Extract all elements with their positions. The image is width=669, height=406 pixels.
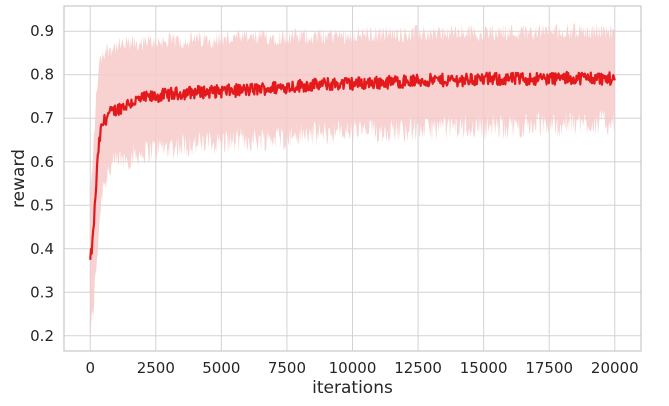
x-tick-label: 17500 [525, 359, 573, 377]
x-tick-label: 7500 [268, 359, 306, 377]
x-tick-label: 20000 [591, 359, 639, 377]
y-tick-label: 0.4 [30, 240, 54, 258]
frame-layer [63, 5, 642, 352]
band-layer [90, 22, 615, 341]
confidence-band [90, 22, 615, 341]
y-tick-label: 0.2 [30, 327, 54, 345]
x-tick-label: 5000 [202, 359, 240, 377]
reward-line [89, 70, 616, 260]
x-tick-label: 10000 [329, 359, 377, 377]
y-tick-label: 0.3 [30, 283, 54, 301]
y-tick-label: 0.6 [30, 153, 54, 171]
x-axis-label: iterations [312, 378, 393, 398]
y-axis-label: reward [9, 149, 29, 208]
y-tick-label: 0.8 [30, 66, 54, 84]
y-tick-label: 0.5 [30, 196, 54, 214]
x-tick-label: 2500 [137, 359, 175, 377]
y-tick-label: 0.7 [30, 109, 54, 127]
x-tick-label: 0 [85, 359, 95, 377]
x-tick-label: 15000 [460, 359, 508, 377]
plot-frame [63, 5, 642, 352]
tick-layer: 0 2500 5000 7500 10000 12500 15000 17500 20000 0.… [30, 22, 638, 377]
line-layer [89, 70, 616, 260]
y-tick-label: 0.9 [30, 22, 54, 40]
x-tick-label: 12500 [394, 359, 442, 377]
